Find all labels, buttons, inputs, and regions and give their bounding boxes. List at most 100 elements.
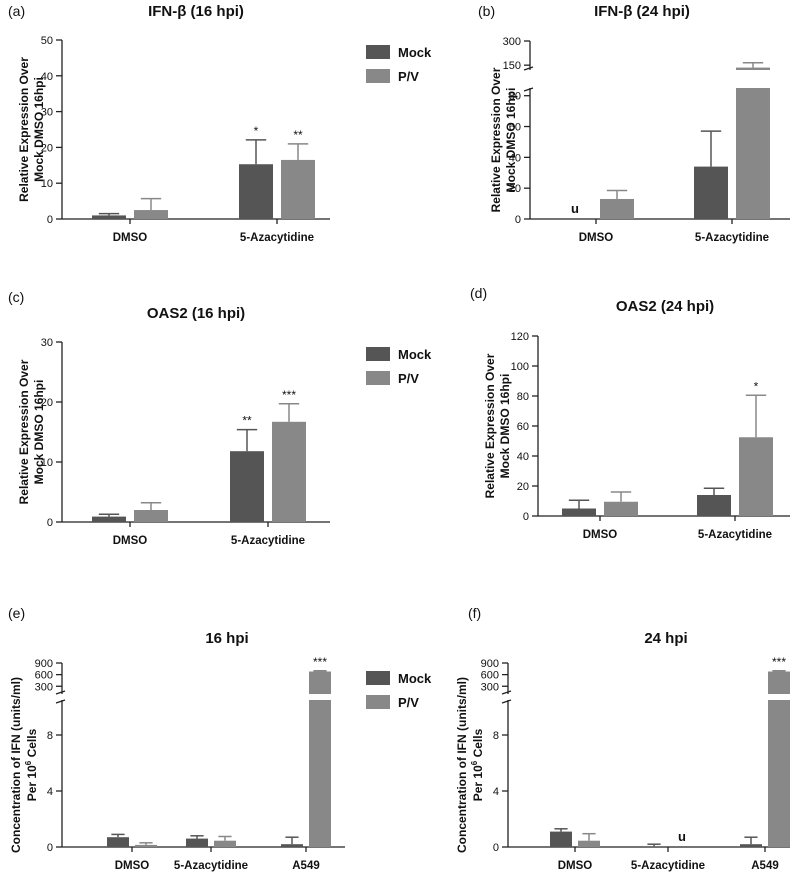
bar-f-Mock-1: [643, 846, 665, 847]
bar-a-PV-0: [134, 210, 168, 219]
y-tick-label-d-5: 100: [511, 361, 529, 373]
significance-d-1-1: *: [754, 379, 759, 393]
y-axis-label-d-line-1: Mock DMSO 16hpi: [498, 374, 512, 479]
bar-e-Mock-1: [186, 838, 208, 847]
y-axis-label-c-line-1: Mock DMSO 16hpi: [32, 380, 46, 485]
x-tick-label-a-1: 5-Azacytidine: [240, 232, 314, 244]
bar-e-PV-2-lower: [309, 700, 331, 847]
x-tick-label-a-0: DMSO: [113, 232, 148, 244]
y-tick-label-e-2: 8: [47, 730, 53, 742]
y-tick-label-f-1: 4: [493, 786, 499, 798]
bar-e-Mock-0: [107, 837, 129, 847]
y-tick-label-d-0: 0: [523, 511, 529, 523]
bar-b-PV-0: [600, 198, 634, 219]
bar-a-Mock-0: [92, 215, 126, 219]
y-tick-label-f-5: 900: [481, 658, 499, 670]
y-tick-label-f-2: 8: [493, 730, 499, 742]
legend-swatch-pv: [366, 69, 390, 83]
y-axis-label-b-line-1: Mock DMSO 16hpi: [504, 88, 518, 193]
panel-label-b: (b): [478, 3, 495, 19]
y-tick-label-f-4: 600: [481, 670, 499, 682]
y-axis-label-e: Concentration of IFN (units/ml) Per 106 C…: [9, 677, 39, 853]
axis-break-upper-f: [501, 690, 512, 695]
y-tick-label-b-5: 150: [503, 60, 521, 72]
bar-b-PV-1-lower: [736, 88, 770, 219]
y-tick-label-b-2: 40: [509, 152, 521, 164]
y-axis-label-d: Relative Expression Over Mock DMSO 16hpi: [483, 353, 512, 498]
x-tick-label-d-1: 5-Azacytidine: [698, 529, 772, 541]
axis-break-upper-b: [523, 66, 534, 71]
y-axis-label-a-line-0: Relative Expression Over: [17, 57, 31, 202]
significance-a-1-1: **: [293, 128, 303, 142]
legend-swatch-pv: [366, 371, 390, 385]
y-tick-label-f-3: 300: [481, 681, 499, 693]
y-axis-label-f-line-0: Concentration of IFN (units/ml): [455, 677, 469, 853]
x-tick-label-e-0: DMSO: [115, 860, 150, 872]
bar-d-Mock-1: [697, 495, 731, 516]
y-tick-label-c-0: 0: [47, 517, 53, 529]
panel-label-d: (d): [470, 285, 487, 301]
y-axis-label-b-line-0: Relative Expression Over: [489, 67, 503, 212]
legend-swatch-mock: [366, 45, 390, 59]
chart-title-e: 16 hpi: [205, 630, 248, 647]
bar-e-PV-1: [214, 840, 236, 847]
undetected-marker-b-0-0: u: [571, 201, 579, 216]
y-tick-label-a-4: 40: [41, 71, 53, 83]
x-tick-label-d-0: DMSO: [583, 529, 618, 541]
bar-d-Mock-0: [562, 508, 596, 516]
chart-title-d: OAS2 (24 hpi): [616, 298, 714, 315]
y-tick-label-e-4: 600: [35, 670, 53, 682]
legend-label-mock: Mock: [398, 347, 432, 362]
y-tick-label-d-4: 80: [517, 391, 529, 403]
y-tick-label-d-6: 120: [511, 331, 529, 343]
y-tick-label-a-1: 10: [41, 178, 53, 190]
significance-c-0-1: **: [242, 414, 252, 428]
legend-label-pv: P/V: [398, 69, 419, 84]
y-tick-label-b-6: 300: [503, 36, 521, 48]
x-tick-label-f-1: 5-Azacytidine: [631, 860, 705, 872]
axis-break-lower-f: [501, 699, 512, 704]
bar-c-PV-0: [134, 510, 168, 522]
bar-a-Mock-1: [239, 164, 273, 219]
bar-f-PV-2-lower: [768, 700, 790, 847]
legend-swatch-pv: [366, 695, 390, 709]
bar-b-Mock-1: [694, 166, 728, 219]
x-tick-label-e-1: 5-Azacytidine: [174, 860, 248, 872]
y-axis-label-d-line-0: Relative Expression Over: [483, 353, 497, 498]
undetected-marker-f-1-1: u: [678, 829, 686, 844]
bar-c-Mock-0: [92, 516, 126, 522]
bar-f-Mock-2: [740, 844, 762, 847]
y-axis-label-f: Concentration of IFN (units/ml) Per 106 C…: [455, 677, 485, 853]
y-tick-label-c-1: 10: [41, 457, 53, 469]
significance-c-1-1: ***: [282, 388, 296, 402]
y-tick-label-e-5: 900: [35, 658, 53, 670]
significance-f-1-2: ***: [772, 655, 786, 669]
y-axis-label-e-line-1: Per 106 Cells: [24, 728, 39, 801]
y-tick-label-f-0: 0: [493, 842, 499, 854]
bar-b-PV-1-upper: [736, 67, 770, 70]
legend-swatch-mock: [366, 671, 390, 685]
legend-swatch-mock: [366, 347, 390, 361]
x-tick-label-f-2: A549: [751, 860, 779, 872]
y-tick-label-a-3: 30: [41, 107, 53, 119]
axis-break-upper-e: [55, 690, 66, 695]
y-axis-label-a: Relative Expression Over Mock DMSO 16hpi: [17, 57, 46, 202]
x-tick-label-c-1: 5-Azacytidine: [231, 535, 305, 547]
bar-e-Mock-2: [281, 844, 303, 847]
y-axis-label-e-line-0: Concentration of IFN (units/ml): [9, 677, 23, 853]
y-tick-label-c-2: 20: [41, 397, 53, 409]
y-axis-label-f-line-1: Per 106 Cells: [470, 728, 485, 801]
axis-break-lower-b: [523, 87, 534, 92]
y-tick-label-e-3: 300: [35, 681, 53, 693]
legend-label-pv: P/V: [398, 371, 419, 386]
x-tick-label-c-0: DMSO: [113, 535, 148, 547]
y-tick-label-d-3: 60: [517, 421, 529, 433]
y-axis-label-b: Relative Expression Over Mock DMSO 16hpi: [489, 67, 518, 212]
y-tick-label-a-5: 50: [41, 35, 53, 47]
x-tick-label-f-0: DMSO: [558, 860, 593, 872]
y-tick-label-b-4: 80: [509, 91, 521, 103]
panel-label-f: (f): [468, 605, 481, 621]
x-tick-label-b-1: 5-Azacytidine: [695, 232, 769, 244]
y-tick-label-b-3: 60: [509, 122, 521, 134]
